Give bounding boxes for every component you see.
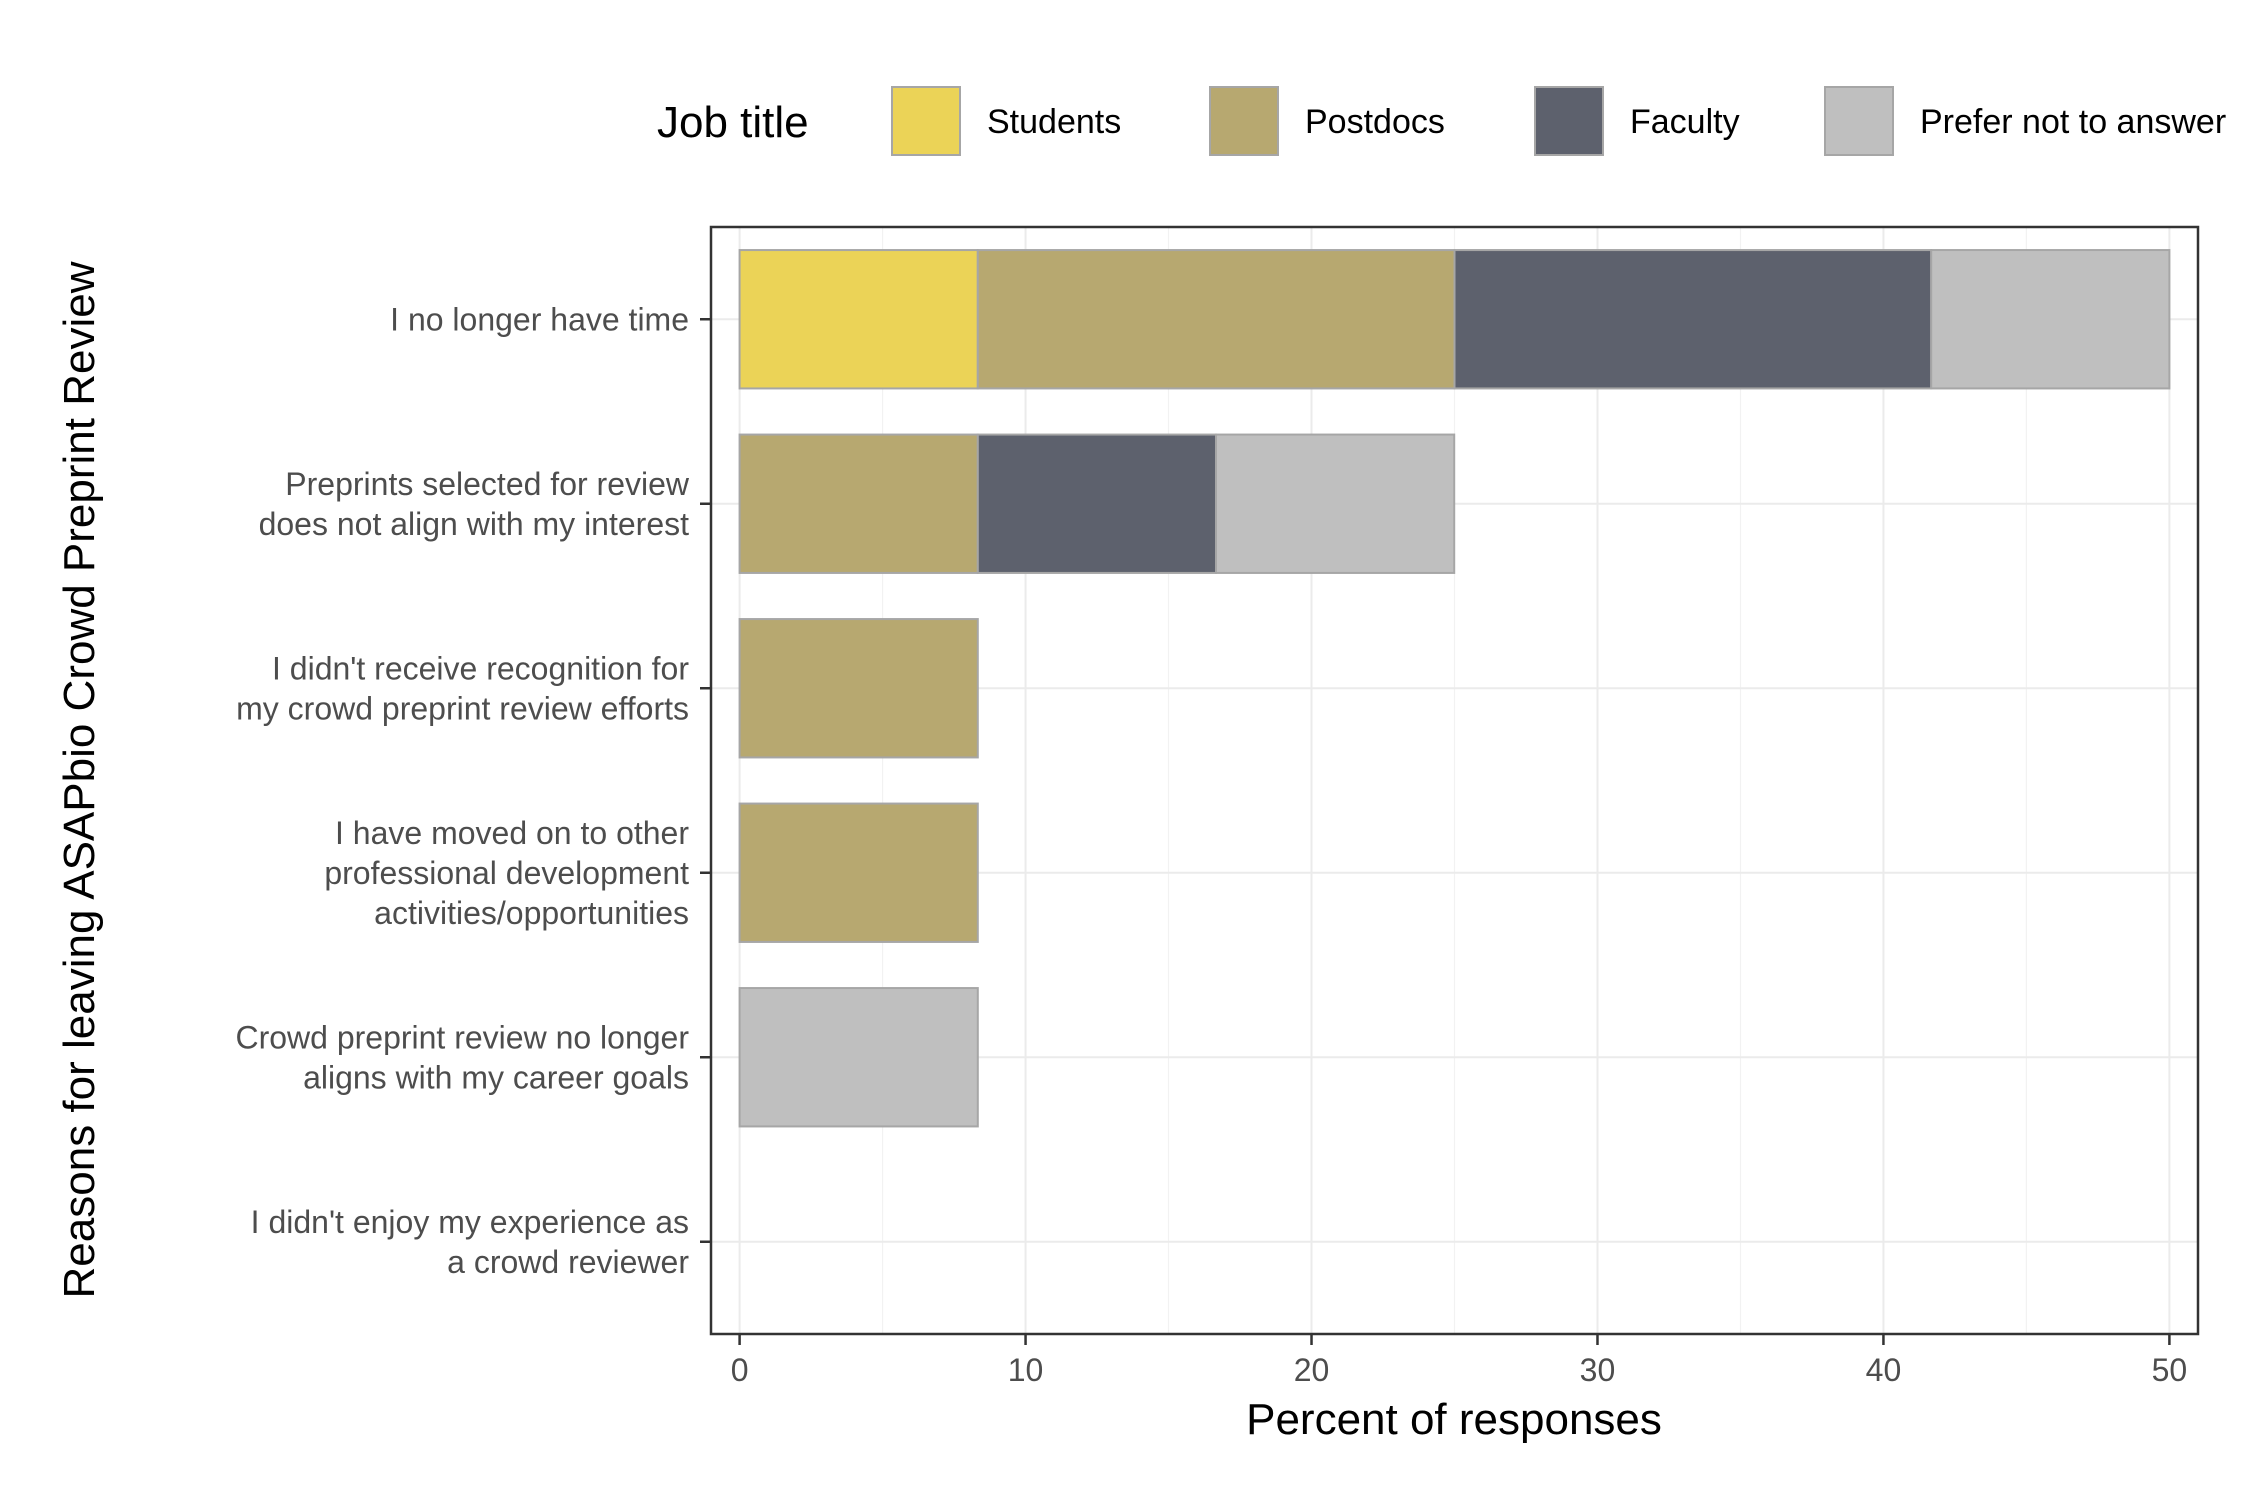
y-axis: I no longer have time Preprints selected …: [235, 301, 711, 1280]
plot-area: I no longer have time Preprints selected …: [235, 225, 2200, 1388]
legend-label: Prefer not to answer: [1920, 103, 2226, 141]
y-tick-label-line: my crowd preprint review efforts: [236, 690, 689, 726]
y-tick-label-line: Crowd preprint review no longer: [235, 1019, 689, 1055]
legend-key: [1824, 86, 1894, 156]
y-tick-label: I didn't receive recognition for my crowd…: [236, 650, 689, 726]
y-tick-label: Crowd preprint review no longer aligns wi…: [235, 1019, 689, 1095]
y-tick-label-line: I no longer have time: [390, 301, 689, 337]
bars: [738, 249, 2171, 1128]
legend-label: Students: [987, 103, 1121, 141]
y-tick-label-line: I didn't receive recognition for: [272, 650, 689, 686]
y-tick-label-line: professional development: [324, 855, 689, 891]
y-tick-label: I no longer have time: [390, 301, 689, 337]
bar-postdocs: [738, 433, 979, 574]
y-tick-label-line: I have moved on to other: [335, 815, 689, 851]
y-tick-label: I have moved on to other professional dev…: [324, 815, 689, 931]
bar-prefer-not-to-answer: [1930, 249, 2171, 390]
x-tick-label: 10: [1008, 1352, 1044, 1388]
bar-students: [738, 249, 979, 390]
y-tick-label-line: a crowd reviewer: [447, 1244, 689, 1280]
y-tick-label-line: does not align with my interest: [259, 506, 690, 542]
x-axis-title: Percent of responses: [1246, 1395, 1662, 1444]
legend-key: [1209, 86, 1279, 156]
legend-item-postdocs: Postdocs: [1209, 86, 1445, 156]
legend-item-faculty: Faculty: [1534, 86, 1740, 156]
y-tick-label-line: aligns with my career goals: [303, 1059, 689, 1095]
x-tick-label: 40: [1866, 1352, 1902, 1388]
panel-border: [709, 225, 2200, 1336]
legend-key: [1534, 86, 1604, 156]
bar-faculty: [976, 433, 1218, 574]
y-axis-title: Reasons for leaving ASAPbio Crowd Prepri…: [55, 261, 104, 1298]
bar-postdocs: [738, 802, 979, 943]
x-tick-label: 30: [1580, 1352, 1616, 1388]
legend-label: Faculty: [1630, 103, 1740, 141]
legend-title: Job title: [657, 98, 809, 147]
y-tick-label-line: activities/opportunities: [374, 895, 689, 931]
y-tick-label: Preprints selected for review does not al…: [259, 466, 690, 542]
bar-postdocs: [738, 618, 979, 759]
x-tick-label: 0: [731, 1352, 749, 1388]
legend-item-prefer-not-to-answer: Prefer not to answer: [1824, 86, 2226, 156]
x-tick-label: 50: [2152, 1352, 2188, 1388]
bar-prefer-not-to-answer: [1215, 433, 1456, 574]
y-tick-label-line: Preprints selected for review: [285, 466, 690, 502]
bar-prefer-not-to-answer: [738, 987, 979, 1128]
legend-key: [891, 86, 961, 156]
x-axis: 0 10 20 30 40 50: [731, 1334, 2188, 1388]
y-tick-label: I didn't enjoy my experience as a crowd r…: [251, 1204, 690, 1280]
y-tick-label-line: I didn't enjoy my experience as: [251, 1204, 689, 1240]
legend: Job title Students Postdocs Faculty Prefer …: [657, 86, 2226, 156]
x-tick-label: 20: [1294, 1352, 1330, 1388]
bar-faculty: [1453, 249, 1933, 390]
legend-label: Postdocs: [1305, 103, 1445, 141]
bar-postdocs: [976, 249, 1456, 390]
legend-item-students: Students: [891, 86, 1121, 156]
